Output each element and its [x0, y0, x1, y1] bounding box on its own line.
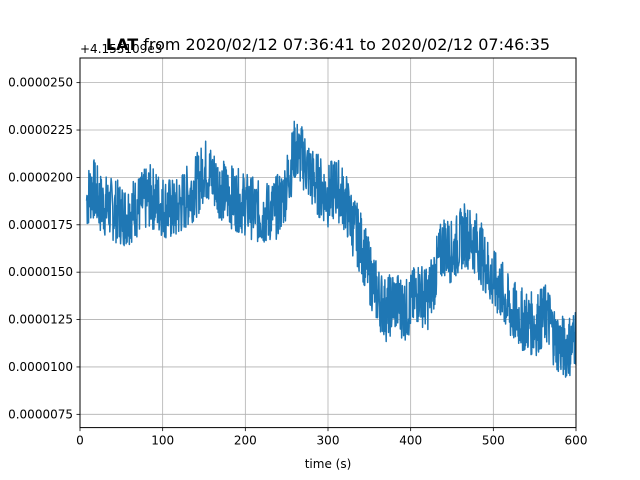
- y-offset-label: +4.155109e3: [80, 42, 162, 56]
- x-tick-label: 500: [482, 434, 505, 448]
- chart-title: LAT from 2020/02/12 07:36:41 to 2020/02/…: [106, 35, 550, 54]
- y-tick-label: 0.0000125: [8, 313, 73, 327]
- x-tick-label: 0: [76, 434, 84, 448]
- y-tick-label: 0.0000225: [8, 123, 73, 137]
- y-tick-label: 0.0000250: [8, 76, 73, 90]
- y-tick-label: 0.0000175: [8, 218, 73, 232]
- x-axis: 0 100 200 300 400 500 600: [76, 427, 588, 448]
- x-tick-label: 600: [565, 434, 588, 448]
- y-tick-label: 0.0000100: [8, 360, 73, 374]
- grid-lines: [79, 58, 577, 428]
- y-axis: 0.0000075 0.0000100 0.0000125 0.0000150 0.00…: [8, 76, 80, 421]
- y-tick-label: 0.0000075: [8, 407, 73, 421]
- series-line: [85, 120, 576, 378]
- title-rest: from 2020/02/12 07:36:41 to 2020/02/12 0…: [138, 35, 550, 54]
- y-tick-label: 0.0000200: [8, 170, 73, 184]
- x-tick-label: 200: [234, 434, 257, 448]
- x-tick-label: 400: [399, 434, 422, 448]
- x-axis-label: time (s): [305, 457, 352, 471]
- y-tick-label: 0.0000150: [8, 265, 73, 279]
- x-tick-label: 100: [151, 434, 174, 448]
- title-bold: LAT: [106, 35, 138, 54]
- x-tick-label: 300: [317, 434, 340, 448]
- series-layer: [85, 120, 576, 378]
